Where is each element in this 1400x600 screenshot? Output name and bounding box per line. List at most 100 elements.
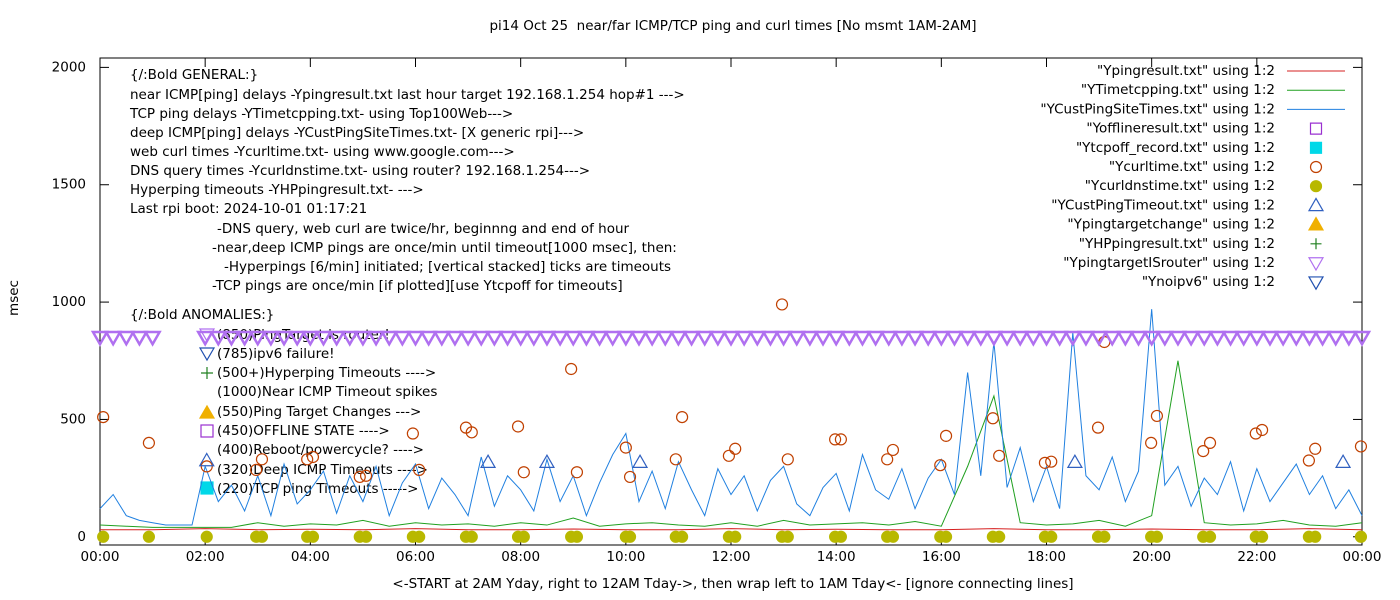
data-point <box>590 330 609 347</box>
data-point <box>623 470 637 483</box>
data-point <box>570 466 584 479</box>
annotation: -Hyperpings [6/min] initiated; [vertical… <box>224 259 671 275</box>
legend-label: "Ycurltime.txt" using 1:2 <box>1109 159 1275 175</box>
data-point <box>881 453 894 466</box>
legend-swatch <box>1309 141 1323 154</box>
data-point <box>1037 330 1056 347</box>
x-axis-label: <-START at 2AM Yday, right to 12AM Tday-… <box>392 576 1073 592</box>
data-point <box>1249 427 1262 440</box>
annotation: (400)Reboot/powercycle? ----> <box>217 442 424 458</box>
data-point <box>130 330 149 347</box>
legend-label: "Yofflineresult.txt" using 1:2 <box>1086 121 1275 137</box>
annotation: (1000)Near ICMP Timeout spikes <box>217 384 437 400</box>
data-point <box>142 436 156 449</box>
data-point <box>939 429 953 442</box>
data-point <box>301 453 314 466</box>
data-point <box>971 330 990 347</box>
annotation: (550)Ping Target Changes ---> <box>217 404 421 420</box>
data-point <box>250 463 263 476</box>
symbol <box>198 404 216 419</box>
data-point <box>198 452 215 467</box>
data-point <box>623 530 637 543</box>
data-point <box>945 330 964 347</box>
data-point <box>340 330 359 347</box>
x-tick-label: 08:00 <box>501 549 540 565</box>
legend-label: "YCustPingSiteTimes.txt" using 1:2 <box>1040 101 1275 117</box>
data-point <box>781 530 794 543</box>
data-point <box>1142 330 1161 347</box>
data-point <box>117 330 136 347</box>
data-point <box>774 330 793 347</box>
data-point <box>619 441 632 454</box>
data-point <box>1208 330 1227 347</box>
data-point <box>511 330 530 347</box>
data-point <box>813 330 833 347</box>
x-tick-label: 00:00 <box>81 549 120 565</box>
data-point <box>235 330 254 347</box>
data-point <box>1195 330 1214 347</box>
y-tick-label: 1500 <box>52 177 86 193</box>
data-point <box>1302 454 1315 467</box>
annotation: near ICMP[ping] delays -Ypingresult.txt … <box>130 87 685 103</box>
legend-swatch <box>1309 180 1323 193</box>
data-point <box>1181 330 1201 347</box>
data-point <box>1354 530 1368 543</box>
annotation: (450)OFFLINE STATE ----> <box>217 423 390 439</box>
data-point <box>993 449 1006 463</box>
data-point <box>550 330 570 347</box>
legend-swatch <box>1307 257 1325 272</box>
annotation: (220)TCP ping Timeouts -----> <box>217 481 419 497</box>
legend-label: "YHPpingresult.txt" using 1:2 <box>1079 236 1275 252</box>
data-point <box>1255 530 1269 543</box>
data-point <box>603 330 622 347</box>
data-point <box>1155 330 1174 347</box>
data-point <box>708 330 728 347</box>
data-point <box>517 530 530 543</box>
data-point <box>288 330 307 347</box>
x-tick-label: 16:00 <box>922 549 961 565</box>
legend-swatch <box>1307 216 1325 231</box>
data-point <box>459 421 473 434</box>
data-point <box>570 530 584 543</box>
data-point <box>695 330 714 347</box>
data-point <box>564 330 583 347</box>
data-point <box>255 530 269 543</box>
data-point <box>1076 330 1096 347</box>
data-point <box>729 530 742 543</box>
data-point <box>306 450 320 464</box>
data-point <box>642 330 662 347</box>
data-point <box>986 412 999 425</box>
data-point <box>993 530 1006 544</box>
data-point <box>1309 530 1322 543</box>
data-point <box>1098 530 1111 543</box>
data-point <box>143 330 162 347</box>
data-point <box>827 330 846 347</box>
data-point <box>1255 423 1269 437</box>
legend-swatch <box>1309 122 1323 135</box>
data-point <box>656 330 675 347</box>
data-point <box>919 330 938 347</box>
annotation: -near,deep ICMP pings are once/min until… <box>212 240 677 256</box>
legend-label: "Ytcpoff_record.txt" using 1:2 <box>1076 140 1275 156</box>
data-point <box>1221 330 1240 347</box>
x-tick-label: 06:00 <box>396 549 435 565</box>
data-point <box>142 530 156 543</box>
data-point <box>892 330 912 347</box>
data-point <box>761 330 780 347</box>
legend-label: "Ynoipv6" using 1:2 <box>1142 274 1275 290</box>
data-point <box>565 362 578 375</box>
symbol <box>201 367 213 379</box>
data-point <box>1309 442 1322 455</box>
data-point <box>958 330 977 347</box>
data-point <box>729 442 742 455</box>
data-point <box>1354 440 1368 453</box>
data-point <box>222 330 241 347</box>
data-point <box>997 330 1017 347</box>
data-point <box>406 427 419 440</box>
data-point <box>629 330 649 347</box>
data-point <box>255 453 269 466</box>
data-point <box>1038 456 1052 469</box>
data-point <box>932 330 951 347</box>
y-tick-label: 0 <box>77 529 86 545</box>
data-point <box>97 411 110 424</box>
